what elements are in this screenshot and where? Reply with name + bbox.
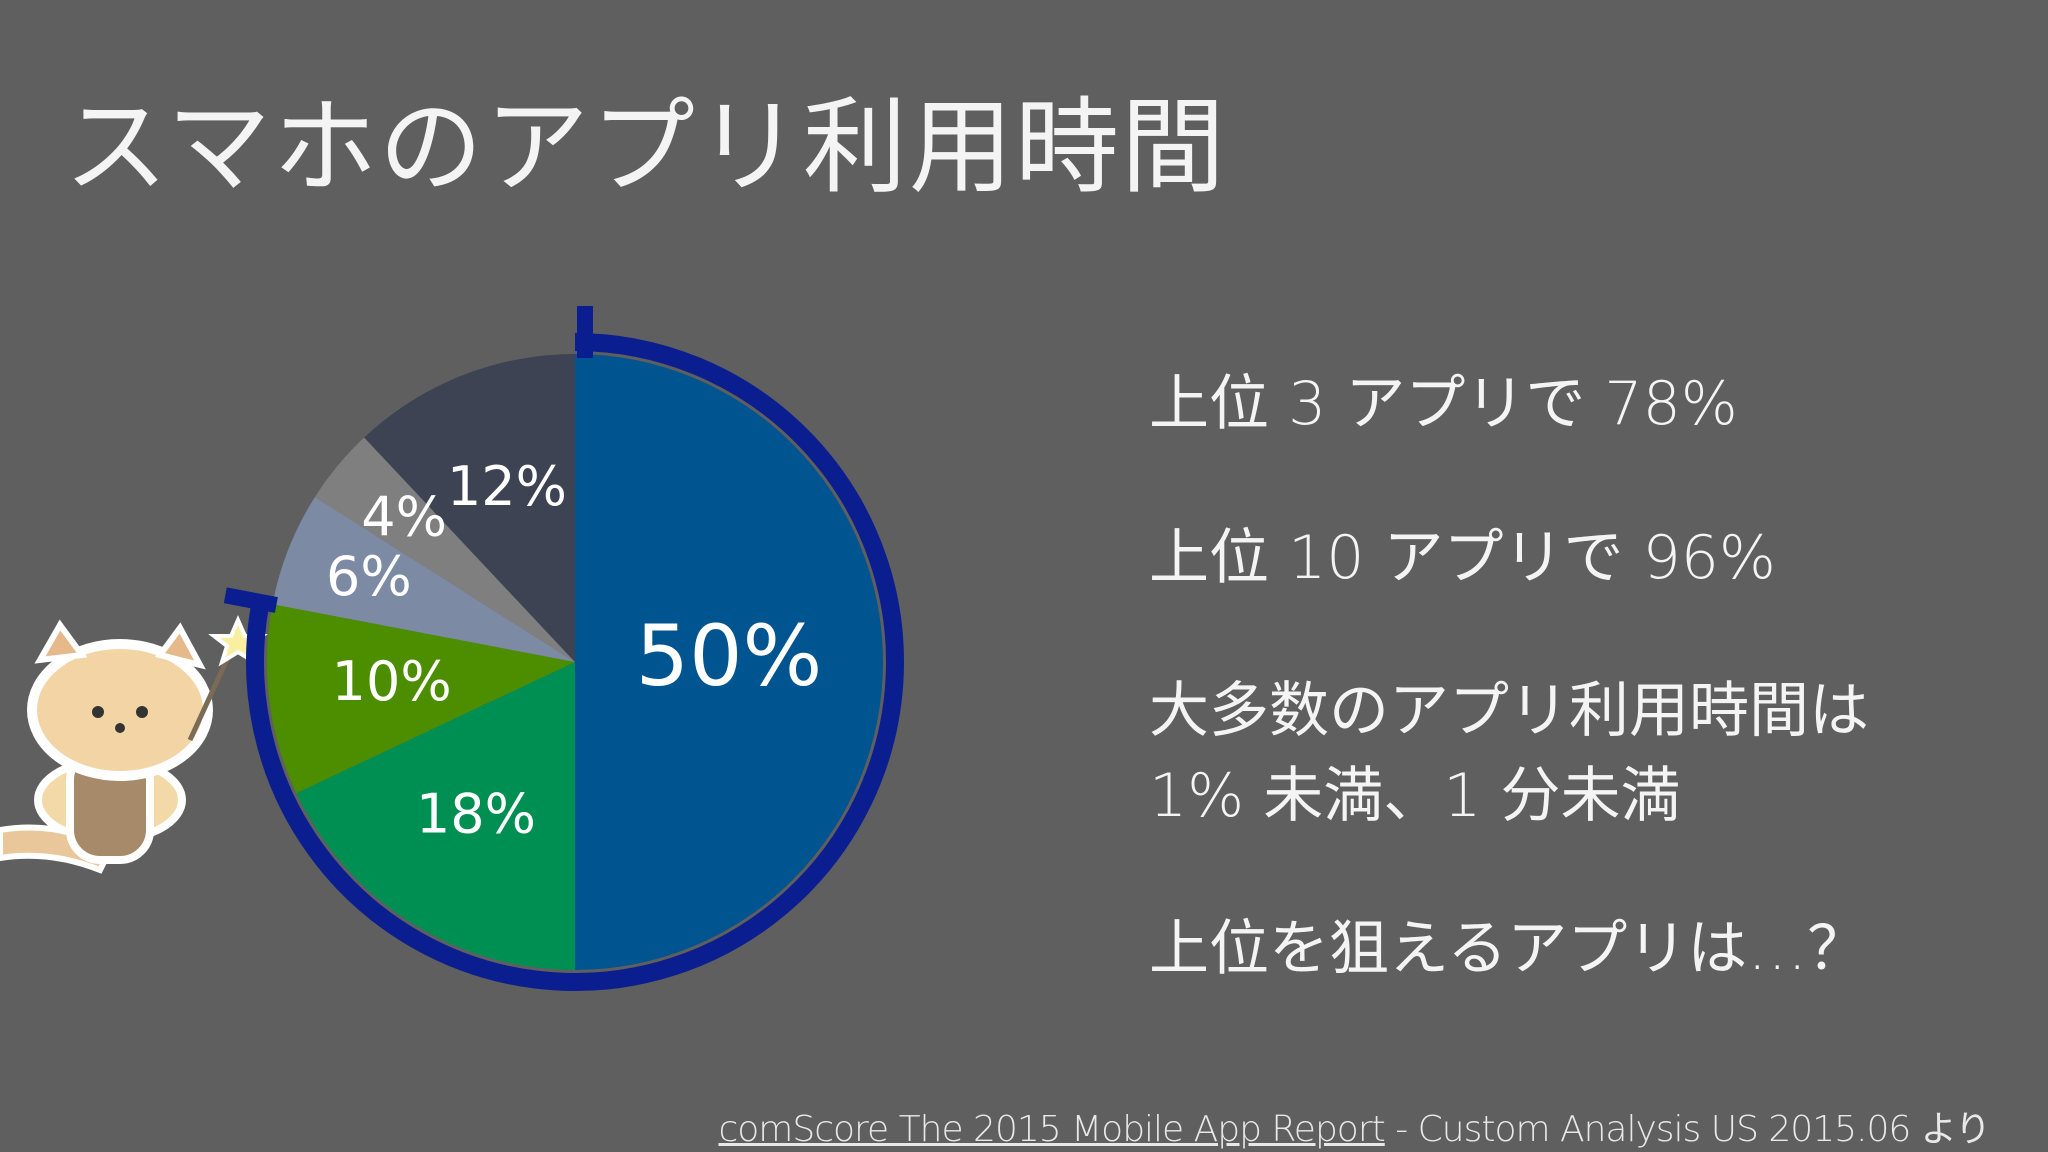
mascot — [0, 615, 268, 874]
slice-label: 50% — [636, 607, 823, 705]
source: comScore The 2015 Mobile App Report - Cu… — [718, 1100, 1991, 1152]
slice-label: 10% — [332, 650, 452, 713]
title: スマホのアプリ利用時間 — [64, 86, 1227, 208]
slices: 50% 18% 10% 6%4% 12% — [267, 354, 883, 970]
top-three-outline — [246, 333, 904, 991]
annotation: 上位 3 アプリで 78% — [1149, 369, 1738, 439]
slice-label: 18% — [416, 783, 536, 846]
slice-label: 12% — [447, 455, 567, 518]
source-text: - Custom Analysis US 2015.06 より — [1384, 1109, 1991, 1150]
annotation: 大多数のアプリ利用時間は — [1149, 676, 1869, 746]
annotation: 上位 10 アプリで 96% — [1149, 523, 1776, 593]
slice-label: 6% — [326, 545, 412, 608]
pie-slice — [296, 662, 575, 970]
pie-slice — [267, 604, 575, 794]
pie-slice — [314, 437, 575, 662]
annotation: 上位を狙えるアプリは…？ — [1149, 914, 1868, 984]
annotation: 1% 未満、1 分未満 — [1149, 761, 1681, 831]
source-link[interactable]: comScore The 2015 Mobile App Report — [718, 1109, 1385, 1150]
pie-slice — [364, 354, 575, 662]
outline-end — [223, 587, 278, 613]
slice-label: 4% — [361, 485, 447, 548]
pie-slice — [575, 354, 883, 970]
pie-slice — [272, 496, 575, 662]
